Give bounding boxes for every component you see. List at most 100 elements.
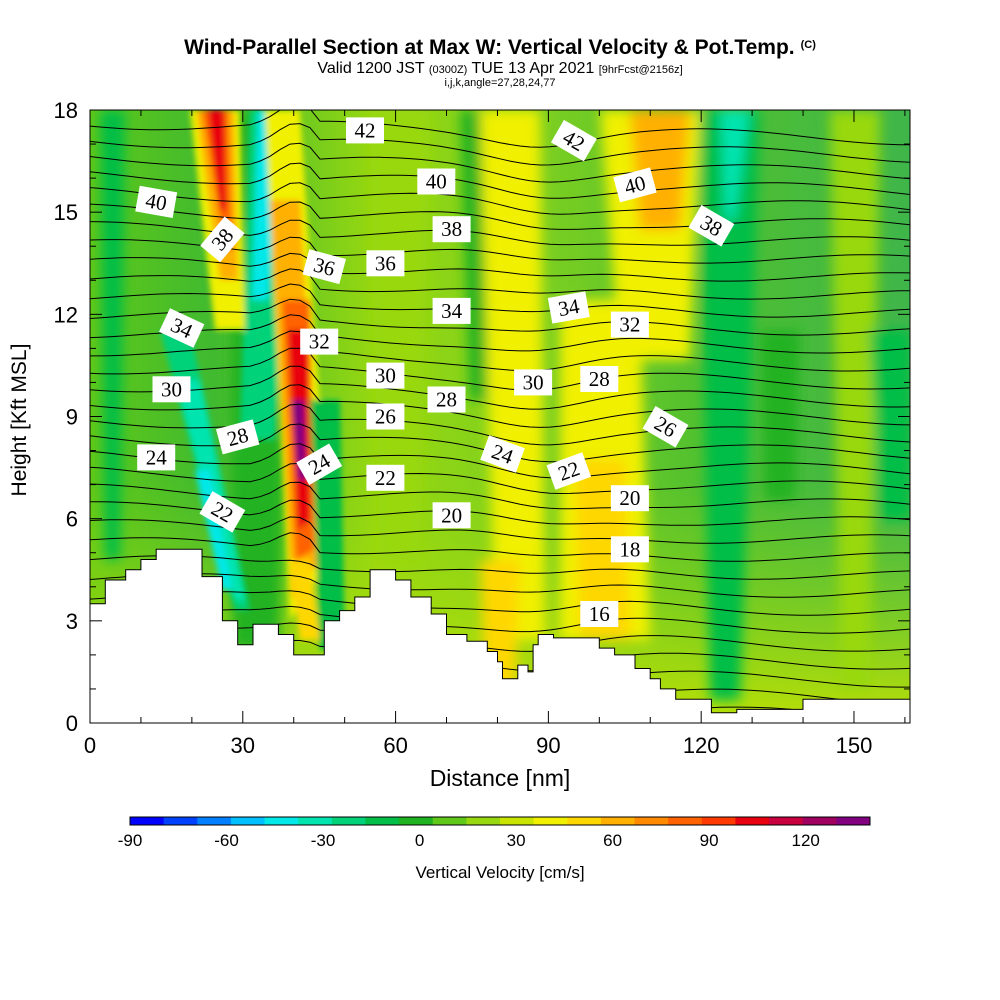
colorbar-swatch (701, 817, 736, 825)
isentrope-line (90, 110, 910, 148)
colorbar-tick-label: 0 (415, 831, 424, 850)
contour-label: 38 (432, 216, 471, 243)
contour-label-box (215, 419, 260, 455)
isentrope-line (90, 532, 910, 562)
contour-label-box (300, 328, 339, 355)
chart-subtitle: Valid 1200 JST (0300Z) TUE 13 Apr 2021 [… (0, 60, 1000, 78)
contour-label-text: 40 (426, 170, 447, 194)
x-tick-label: 0 (84, 733, 96, 758)
contour-label-box (427, 386, 466, 413)
contour-label: 22 (546, 452, 592, 490)
colorbar-swatch (130, 817, 165, 825)
y-tick-label: 0 (66, 711, 78, 736)
contour-label-box (199, 491, 246, 533)
y-tick-label: 12 (54, 302, 78, 327)
colorbar-swatch (668, 817, 703, 825)
subtitle-date: TUE 13 Apr 2021 (471, 60, 595, 77)
contour-label: 28 (580, 366, 619, 392)
contour-label-text: 42 (355, 118, 376, 142)
y-axis-label: Height [Kft MSL] (8, 343, 31, 497)
x-tick-label: 60 (383, 733, 407, 758)
contour-label-text: 38 (441, 217, 462, 241)
colorbar-swatch (533, 817, 568, 825)
contour-label-text: 30 (375, 364, 396, 388)
isentrope-line (90, 481, 910, 510)
isentrope-line (90, 462, 910, 495)
contour-label: 40 (417, 168, 456, 195)
contour-label: 30 (366, 362, 405, 389)
contour-label: 36 (302, 249, 347, 285)
contour-label-box (580, 601, 619, 627)
contour-label-box (366, 464, 405, 491)
isentrope-line (90, 268, 910, 300)
x-axis-label: Distance [nm] (429, 765, 571, 791)
contour-label-text: 32 (309, 330, 330, 354)
contour-label-box (432, 216, 471, 243)
contour-label-box (580, 366, 619, 392)
colorbar-swatch (365, 817, 400, 825)
colorbar-swatch (298, 817, 333, 825)
contour-label: 30 (514, 369, 553, 396)
isentrope-line (90, 347, 910, 391)
contour-label-box (158, 308, 205, 348)
isentrope-line (90, 182, 910, 215)
y-tick-label: 18 (54, 98, 78, 123)
contour-label-box (366, 403, 405, 430)
contour-label-box (366, 250, 405, 277)
colorbar-swatch (163, 817, 198, 825)
colorbar-tick-label: 120 (792, 831, 820, 850)
contour-label: 40 (135, 185, 178, 219)
contour-label-box (688, 205, 735, 247)
contour-label-text: 24 (146, 445, 168, 469)
contour-label: 32 (610, 311, 649, 338)
isentrope-line (90, 123, 910, 166)
contour-label-box (432, 502, 471, 529)
contour-label-text: 18 (619, 537, 640, 561)
isentrope-line (90, 201, 910, 230)
contour-label-box (152, 376, 191, 403)
colorbar-swatch (331, 817, 366, 825)
colorbar-swatch (600, 817, 636, 825)
colorbar-tick-label: -60 (214, 831, 239, 850)
colorbar-tick-label: 30 (507, 831, 526, 850)
contour-label-text: 34 (556, 294, 581, 321)
colorbar-swatch (634, 817, 669, 825)
contour-label-box (480, 435, 525, 473)
chart-title: Wind-Parallel Section at Max W: Vertical… (184, 36, 816, 59)
y-tick-label: 6 (66, 507, 78, 532)
contour-label-text: 32 (619, 313, 640, 337)
colorbar-swatch (836, 817, 871, 825)
contour-label: 20 (432, 502, 471, 529)
isentrope-line (90, 590, 910, 616)
contour-label: 24 (480, 435, 525, 473)
contour-label-box (546, 452, 592, 490)
colorbar-tick-label: -30 (311, 831, 336, 850)
contour-label: 40 (613, 167, 657, 203)
isentrope-line (90, 384, 910, 428)
terrain-mask (89, 548, 911, 724)
isentrope-line (90, 283, 910, 318)
contour-label-box (514, 369, 553, 396)
colorbar-label: Vertical Velocity [cm/s] (415, 863, 585, 882)
contour-label-box (366, 362, 405, 389)
contour-label: 30 (152, 376, 191, 403)
colorbar: -90 -60 -30 0 30 60 90 120 (118, 816, 871, 850)
contour-label-box (432, 297, 471, 324)
contour-label-box (613, 167, 657, 203)
contour-label-box (200, 216, 245, 263)
colorbar-tick-label: 60 (603, 831, 622, 850)
x-tick-label: 90 (536, 733, 560, 758)
contour-label: 28 (215, 419, 260, 455)
contour-label-box (302, 249, 347, 285)
colorbar-tick-label: 90 (700, 831, 719, 850)
colorbar-swatch (432, 817, 467, 825)
isentrope-line (90, 314, 910, 354)
colorbar-swatch (230, 817, 266, 825)
y-tick-label: 3 (66, 609, 78, 634)
contour-label-box (417, 168, 456, 195)
isentrope-line (90, 365, 910, 410)
colorbar-swatch (264, 817, 299, 825)
contour-label-text: 28 (589, 367, 610, 391)
